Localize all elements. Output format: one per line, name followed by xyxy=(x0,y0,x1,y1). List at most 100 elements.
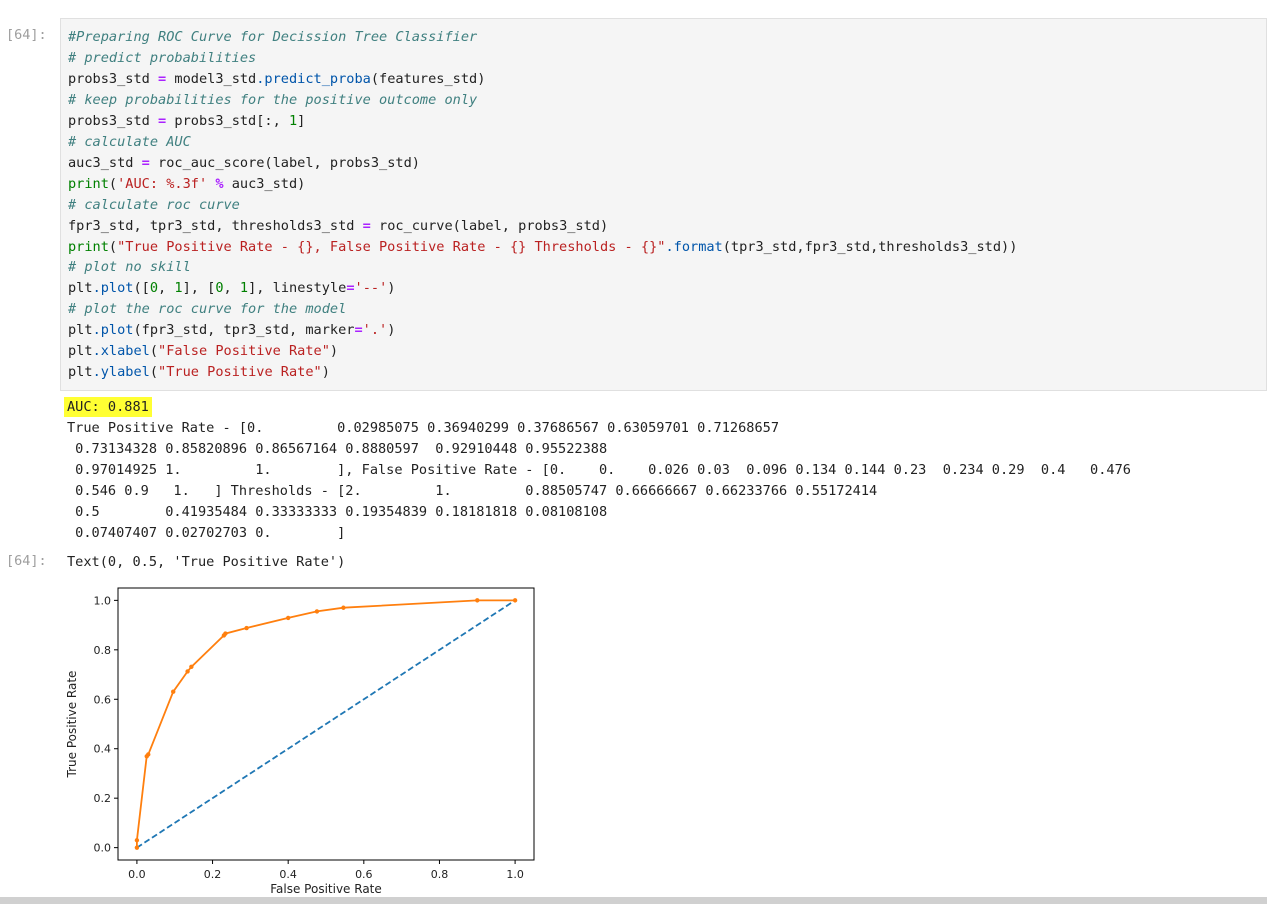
roc-point xyxy=(223,631,228,636)
code-token: ] xyxy=(297,112,306,129)
output-line: True Positive Rate - [0. 0.02985075 0.36… xyxy=(67,419,780,436)
code-token: (tpr3_std,fpr3_std,thresholds3_std)) xyxy=(722,238,1018,255)
code-cell[interactable]: #Preparing ROC Curve for Decission Tree … xyxy=(60,18,1267,391)
code-token: (fpr3_std, tpr3_std, marker xyxy=(133,322,355,339)
code-token: (features_std) xyxy=(370,70,486,87)
x-tick-label: 0.2 xyxy=(204,868,222,881)
code-comment: #Preparing ROC Curve for Decission Tree … xyxy=(68,29,478,45)
code-string: "True Positive Rate" xyxy=(158,364,322,381)
code-number: 1 xyxy=(288,112,298,129)
code-builtin: print xyxy=(68,175,109,192)
code-token: plt xyxy=(68,343,93,360)
code-token: plt xyxy=(68,280,93,297)
code-token: ( xyxy=(108,238,118,255)
code-operator: % xyxy=(207,175,224,192)
code-operator: = xyxy=(346,280,355,297)
roc-point xyxy=(189,664,194,669)
code-string: 'AUC: %.3f' xyxy=(117,175,208,192)
code-token: ], linestyle xyxy=(248,280,347,297)
y-tick-label: 0.6 xyxy=(94,693,112,706)
y-tick-label: 0.2 xyxy=(94,792,112,805)
code-comment: # keep probabilities for the positive ou… xyxy=(68,91,478,108)
code-operator: = xyxy=(354,322,363,339)
code-token: ], [ xyxy=(182,280,216,297)
code-token: ) xyxy=(387,280,396,297)
roc-point xyxy=(475,598,480,603)
code-token: ( xyxy=(108,175,118,192)
code-token: ) xyxy=(387,322,396,339)
code-attribute: .xlabel xyxy=(92,343,150,360)
code-token: probs3_std xyxy=(68,112,159,129)
code-token: ([ xyxy=(133,280,150,297)
x-axis-label: False Positive Rate xyxy=(270,882,382,896)
output-line: 0.07407407 0.02702703 0. ] xyxy=(67,524,346,541)
code-string: '--' xyxy=(354,280,388,297)
code-string: '.' xyxy=(362,322,388,339)
y-tick-label: 1.0 xyxy=(94,594,112,607)
roc-point xyxy=(171,689,176,694)
code-token: roc_auc_score(label, probs3_std) xyxy=(149,154,420,171)
code-token: model3_std xyxy=(166,70,257,87)
stdout-output: AUC: 0.881 True Positive Rate - [0. 0.02… xyxy=(64,397,1131,544)
code-token: ( xyxy=(149,343,159,360)
input-prompt: [64]: xyxy=(6,27,47,43)
code-token: probs3_std xyxy=(68,70,159,87)
code-token: ) xyxy=(329,343,339,360)
code-operator: = xyxy=(362,217,371,234)
code-token: fpr3_std, tpr3_std, thresholds3_std xyxy=(68,217,363,234)
code-string: "True Positive Rate - {}, False Positive… xyxy=(117,238,666,255)
code-token: ( xyxy=(149,364,159,381)
y-tick-label: 0.0 xyxy=(94,842,112,855)
code-token: auc3_std) xyxy=(223,175,306,192)
code-token: , xyxy=(223,280,240,297)
code-comment: # calculate AUC xyxy=(68,133,191,150)
code-attribute: .plot xyxy=(92,280,134,297)
code-number: 0 xyxy=(215,280,224,297)
code-editor[interactable]: #Preparing ROC Curve for Decission Tree … xyxy=(68,27,1017,383)
roc-point xyxy=(134,845,140,850)
y-tick-label: 0.4 xyxy=(94,743,112,756)
x-tick-label: 0.0 xyxy=(128,868,146,881)
result-text: Text(0, 0.5, 'True Positive Rate') xyxy=(67,554,346,570)
no-skill-line xyxy=(136,599,516,849)
roc-point xyxy=(314,609,320,614)
x-tick-label: 0.6 xyxy=(355,868,373,881)
code-token: roc_curve(label, probs3_std) xyxy=(370,217,609,234)
code-number: 1 xyxy=(239,280,249,297)
roc-point xyxy=(134,838,140,843)
output-prompt: [64]: xyxy=(6,553,47,569)
roc-point xyxy=(341,605,346,610)
code-attribute: .format xyxy=(665,238,723,255)
output-line: 0.5 0.41935484 0.33333333 0.19354839 0.1… xyxy=(67,503,608,520)
x-tick-label: 1.0 xyxy=(506,868,524,881)
code-comment: # plot no skill xyxy=(68,259,191,276)
y-tick-label: 0.8 xyxy=(94,644,112,657)
horizontal-scrollbar[interactable] xyxy=(0,897,1267,904)
code-comment: # calculate roc curve xyxy=(68,196,240,213)
code-operator: = xyxy=(141,154,150,171)
code-operator: = xyxy=(158,112,167,129)
code-token: auc3_std xyxy=(68,154,142,171)
code-token: plt xyxy=(68,322,93,339)
roc-point xyxy=(146,752,151,757)
auc-output-highlight: AUC: 0.881 xyxy=(64,397,152,417)
output-line: 0.97014925 1. 1. ], False Positive Rate … xyxy=(67,461,1131,478)
code-token: ) xyxy=(321,364,330,381)
code-operator: = xyxy=(158,70,167,87)
x-tick-label: 0.4 xyxy=(279,868,297,881)
code-string: "False Positive Rate" xyxy=(158,343,330,360)
code-attribute: .plot xyxy=(92,322,134,339)
code-builtin: print xyxy=(68,238,109,255)
roc-point xyxy=(285,615,291,621)
code-number: 0 xyxy=(149,280,159,297)
code-token: plt xyxy=(68,364,93,381)
code-comment: # predict probabilities xyxy=(68,49,257,66)
y-axis-label: True Positive Rate xyxy=(65,671,79,779)
code-attribute: .ylabel xyxy=(92,364,150,381)
output-line: 0.546 0.9 1. ] Thresholds - [2. 1. 0.885… xyxy=(67,482,878,499)
code-number: 1 xyxy=(174,280,183,297)
code-comment: # plot the roc curve for the model xyxy=(68,301,347,318)
roc-point xyxy=(244,625,249,631)
code-token: probs3_std[:, xyxy=(166,112,289,129)
x-tick-label: 0.8 xyxy=(431,868,449,881)
